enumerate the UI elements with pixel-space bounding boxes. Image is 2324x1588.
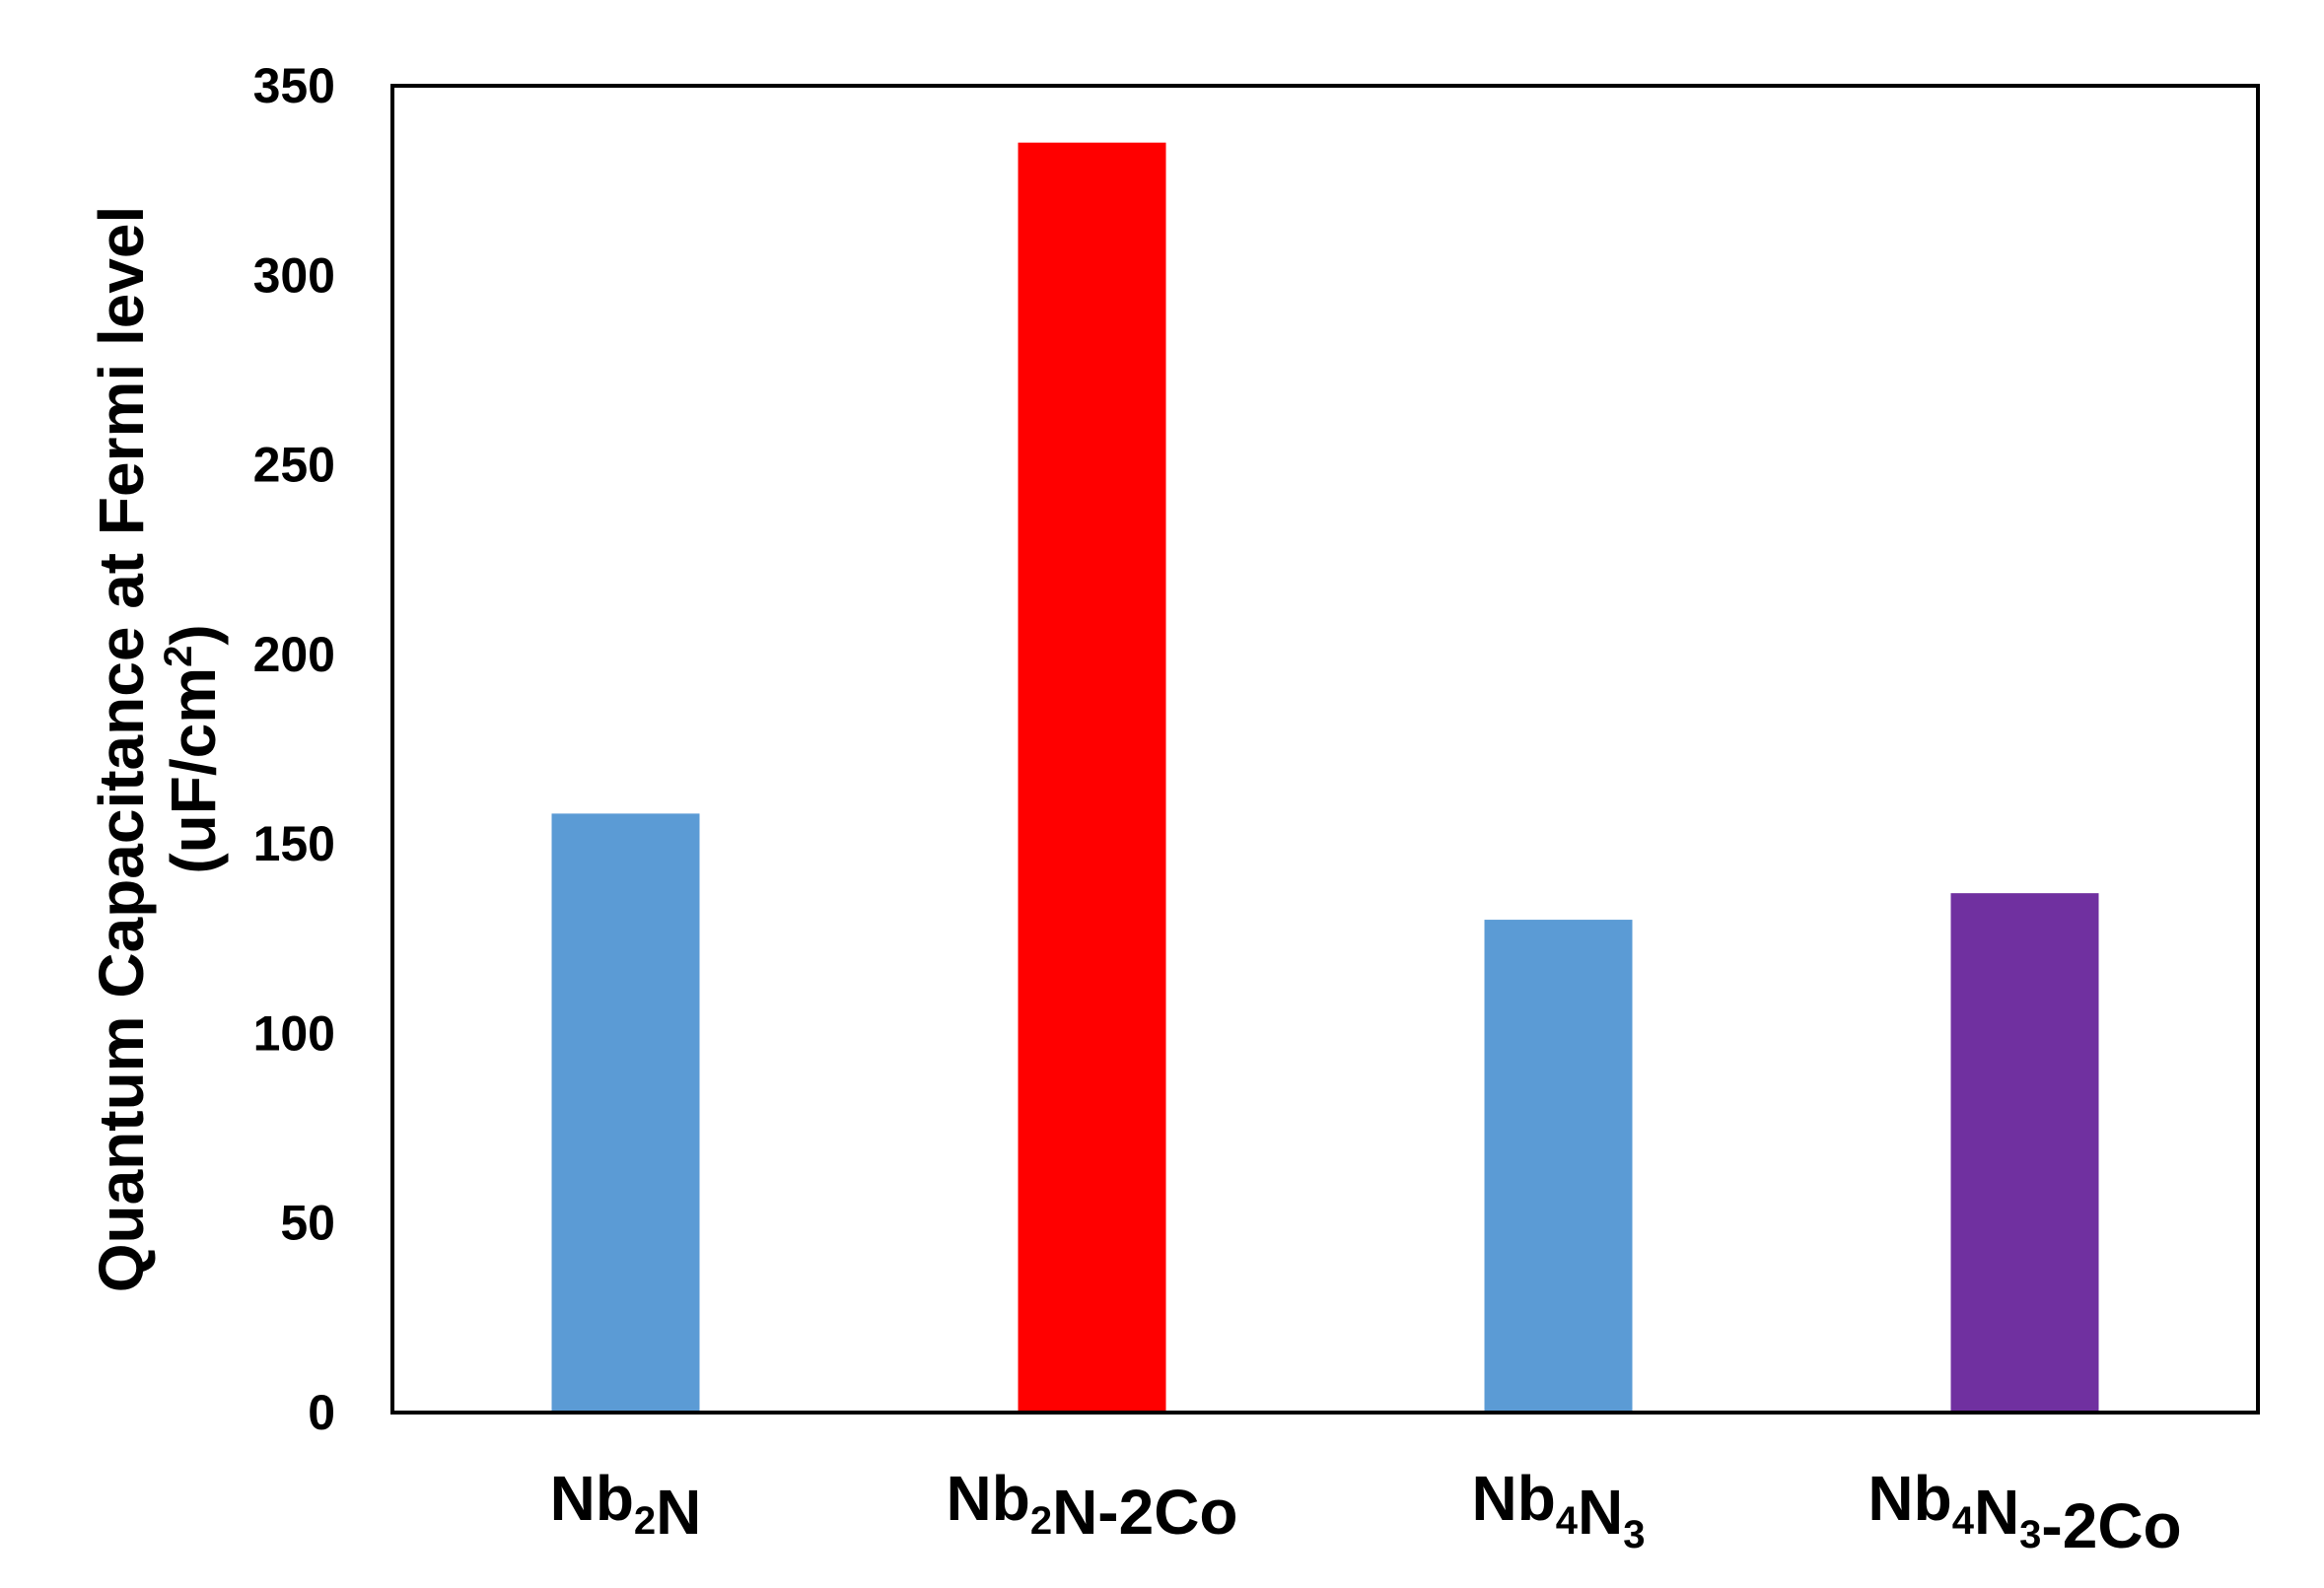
bar (1484, 920, 1633, 1413)
y-tick-label: 200 (253, 627, 335, 682)
y-tick-label: 100 (253, 1005, 335, 1061)
x-category-label: Nb4N3-2Co (1867, 1463, 2181, 1561)
y-tick-label: 150 (253, 816, 335, 871)
plot-frame (390, 84, 2260, 1415)
x-category-label: Nb4N3 (1471, 1463, 1645, 1556)
y-tick-label: 250 (253, 438, 335, 493)
bars (551, 142, 2099, 1414)
y-tick-label: 350 (253, 58, 335, 113)
y-axis-label: Quantum Capacitance at Fermi level (uF/cm… (86, 206, 229, 1293)
bar (1950, 893, 2099, 1413)
y-axis-ticks: 0 50 100 150 200 250 300 350 (253, 58, 335, 1440)
y-tick-label: 300 (253, 247, 335, 303)
y-tick-label: 0 (308, 1385, 335, 1440)
y-tick-label: 50 (280, 1196, 335, 1251)
x-category-label: Nb2N (550, 1463, 702, 1548)
y-axis-title-line2: (uF/cm2) (157, 624, 229, 873)
x-category-label: Nb2N-2Co (947, 1463, 1238, 1548)
x-axis-labels: Nb2N Nb2N-2Co Nb4N3 Nb4N3-2Co (550, 1463, 2182, 1561)
bar (1018, 142, 1166, 1414)
y-axis-title-line1: Quantum Capacitance at Fermi level (86, 206, 157, 1293)
bar (551, 813, 700, 1413)
